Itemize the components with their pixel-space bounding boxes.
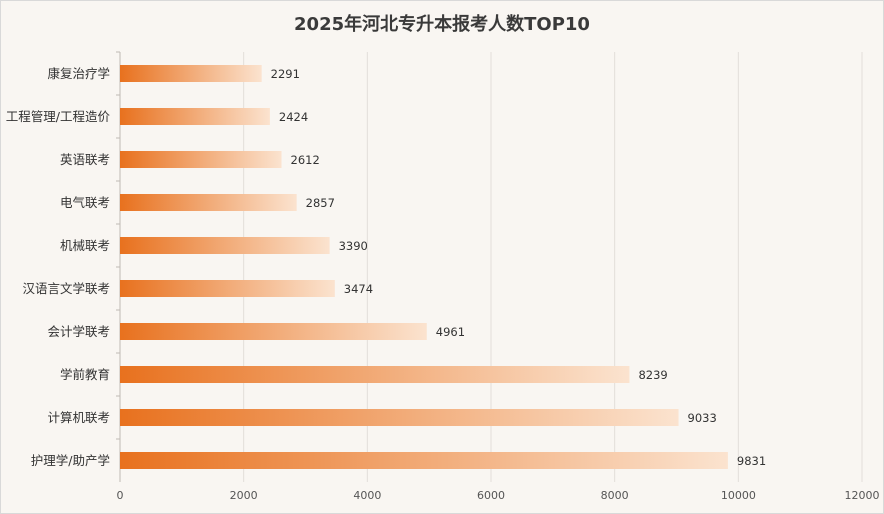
bar [120, 280, 335, 297]
data-label: 9831 [737, 454, 766, 468]
data-label: 8239 [638, 368, 667, 382]
bar [120, 237, 330, 254]
category-label: 会计学联考 [47, 324, 110, 339]
bar [120, 108, 270, 125]
bar [120, 65, 262, 82]
data-label: 2424 [279, 110, 308, 124]
bar [120, 452, 728, 469]
data-label: 2612 [291, 153, 320, 167]
category-label: 计算机联考 [47, 410, 110, 425]
bar [120, 409, 679, 426]
bar [120, 323, 427, 340]
x-tick-label: 0 [117, 489, 124, 502]
data-label: 4961 [436, 325, 465, 339]
data-label: 2857 [306, 196, 335, 210]
category-label: 护理学/助产学 [31, 453, 110, 468]
data-label: 3390 [339, 239, 368, 253]
bar [120, 151, 282, 168]
bar [120, 194, 297, 211]
category-label: 机械联考 [60, 238, 110, 253]
x-tick-label: 6000 [477, 489, 505, 502]
data-label: 3474 [344, 282, 373, 296]
data-label: 2291 [271, 67, 300, 81]
category-label: 汉语言文学联考 [22, 281, 110, 296]
category-label: 学前教育 [60, 367, 110, 382]
x-tick-label: 10000 [721, 489, 756, 502]
chart-title: 2025年河北专升本报考人数TOP10 [294, 14, 590, 35]
x-tick-label: 12000 [845, 489, 880, 502]
data-label: 9033 [688, 411, 717, 425]
category-label: 电气联考 [60, 195, 110, 210]
x-tick-label: 2000 [230, 489, 258, 502]
category-label: 康复治疗学 [47, 66, 110, 81]
x-tick-label: 4000 [353, 489, 381, 502]
x-tick-label: 8000 [601, 489, 629, 502]
category-label: 工程管理/工程造价 [6, 109, 111, 124]
bar [120, 366, 630, 383]
category-label: 英语联考 [60, 152, 110, 167]
